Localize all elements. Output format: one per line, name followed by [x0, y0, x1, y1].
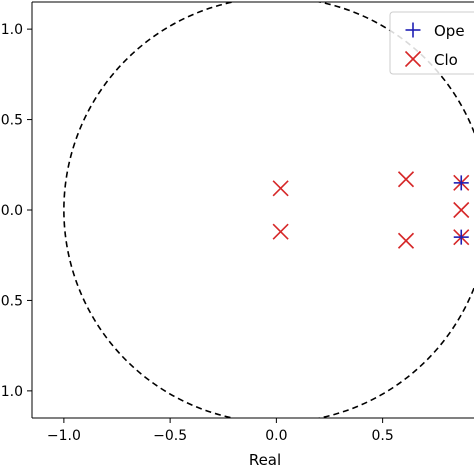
closed-loop-pole-marker: [272, 180, 289, 197]
closed-loop-pole-marker: [272, 223, 289, 240]
y-tick-label: 0.5: [1, 293, 23, 309]
x-axis-label: Real: [249, 451, 281, 469]
y-tick-label: 1.0: [1, 22, 23, 38]
open-loop-pole-marker: [453, 229, 469, 245]
x-tick-label: −1.0: [47, 428, 81, 444]
x-tick-label: 0.5: [371, 428, 393, 444]
open-loop-pole-marker: [453, 175, 469, 191]
legend-entry-label: Ope: [434, 22, 465, 40]
legend: Ope Clo: [389, 11, 474, 75]
x-tick-label: −0.5: [153, 428, 187, 444]
legend-entry-label: Clo: [434, 51, 458, 69]
closed-loop-pole-marker: [397, 171, 415, 188]
y-tick-label: 0.0: [1, 203, 23, 219]
y-tick-label: 1.0: [1, 384, 23, 400]
legend-box: [389, 11, 474, 75]
closed-loop-pole-marker: [397, 232, 415, 249]
legend-marker-x: [404, 50, 422, 68]
legend-marker-plus: [405, 22, 421, 38]
closed-loop-pole-marker: [453, 201, 470, 219]
y-tick-label: 0.5: [1, 113, 23, 129]
x-tick-label: 0.0: [265, 428, 287, 444]
